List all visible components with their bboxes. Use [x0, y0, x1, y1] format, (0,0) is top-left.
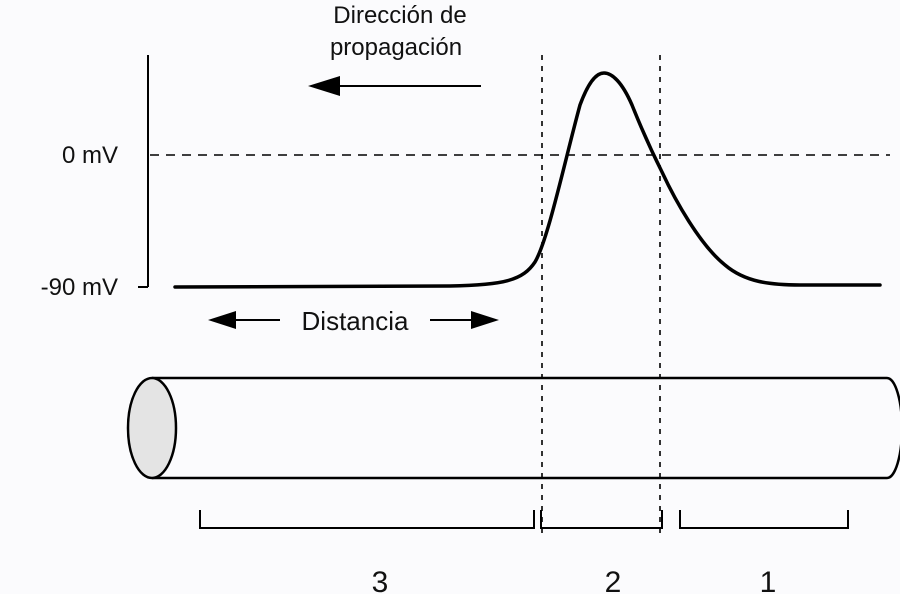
region-2-bracket — [540, 510, 663, 529]
region-1-label: 1 — [760, 566, 777, 594]
distance-arrow-right-head — [471, 311, 499, 329]
zero-mv-label: 0 mV — [62, 142, 118, 169]
region-3-bracket — [199, 510, 535, 529]
propagation-arrow-head — [308, 76, 340, 96]
propagation-label-line1: Dirección de — [333, 2, 466, 29]
rest-mv-label: -90 mV — [41, 274, 118, 301]
region-2-label: 2 — [605, 566, 622, 594]
distance-label: Distancia — [302, 306, 409, 336]
action-potential-curve — [173, 71, 882, 289]
region-1-bracket — [679, 510, 849, 529]
axon-end-cap — [126, 376, 178, 480]
region-3-label: 3 — [372, 566, 389, 594]
axon-body — [152, 376, 900, 480]
propagation-label-line2: propagación — [330, 34, 462, 61]
distance-arrow-left-head — [208, 311, 236, 329]
